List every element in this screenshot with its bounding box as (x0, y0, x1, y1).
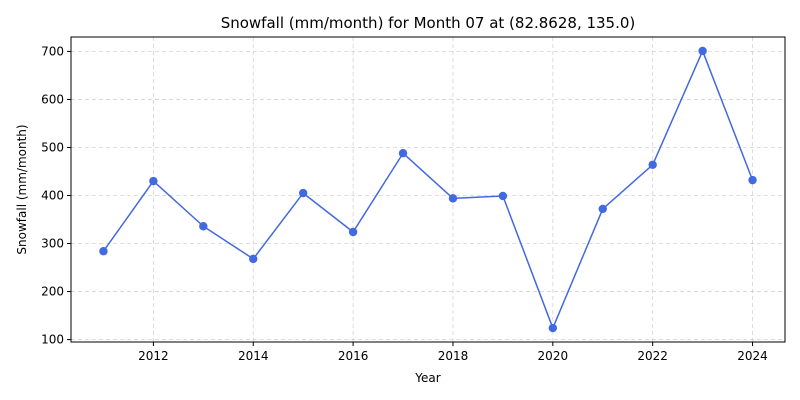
axis-ticks: 2012 2014 2016 2018 2020 2022 2024 100 200 300 400… (41, 44, 768, 363)
y-tick-label: 500 (41, 140, 64, 154)
x-tick-label: 2020 (538, 349, 569, 363)
data-point (398, 149, 408, 158)
y-tick-label: 100 (41, 333, 64, 347)
data-point (348, 227, 358, 237)
data-point (448, 194, 458, 203)
chart-title: Snowfall (mm/month) for Month 07 at (82.… (221, 14, 636, 32)
data-point (249, 254, 258, 264)
y-tick-label: 300 (41, 237, 64, 251)
data-point (199, 222, 208, 231)
x-tick-label: 2022 (637, 349, 668, 363)
x-tick-label: 2012 (138, 349, 169, 363)
data-point (498, 191, 508, 201)
data-point (698, 46, 707, 56)
plot-frame (70, 36, 786, 343)
x-axis-label: Year (414, 371, 440, 385)
data-point (748, 175, 757, 185)
data-point (648, 160, 657, 169)
x-tick-label: 2018 (438, 349, 469, 363)
x-tick-label: 2016 (338, 349, 369, 363)
y-tick-label: 200 (41, 285, 64, 299)
series-layer (99, 46, 757, 333)
y-axis-label: Snowfall (mm/month) (15, 124, 29, 254)
data-point (99, 247, 108, 256)
data-point (149, 176, 158, 186)
data-point (598, 204, 607, 214)
y-tick-label: 700 (41, 44, 64, 58)
y-tick-label: 600 (41, 92, 64, 106)
x-tick-label: 2014 (238, 349, 269, 363)
series-line (102, 50, 754, 329)
grid-lines (71, 37, 785, 342)
data-point (298, 188, 308, 198)
x-tick-label: 2024 (737, 349, 768, 363)
y-tick-label: 400 (41, 189, 64, 203)
data-point (548, 323, 558, 333)
